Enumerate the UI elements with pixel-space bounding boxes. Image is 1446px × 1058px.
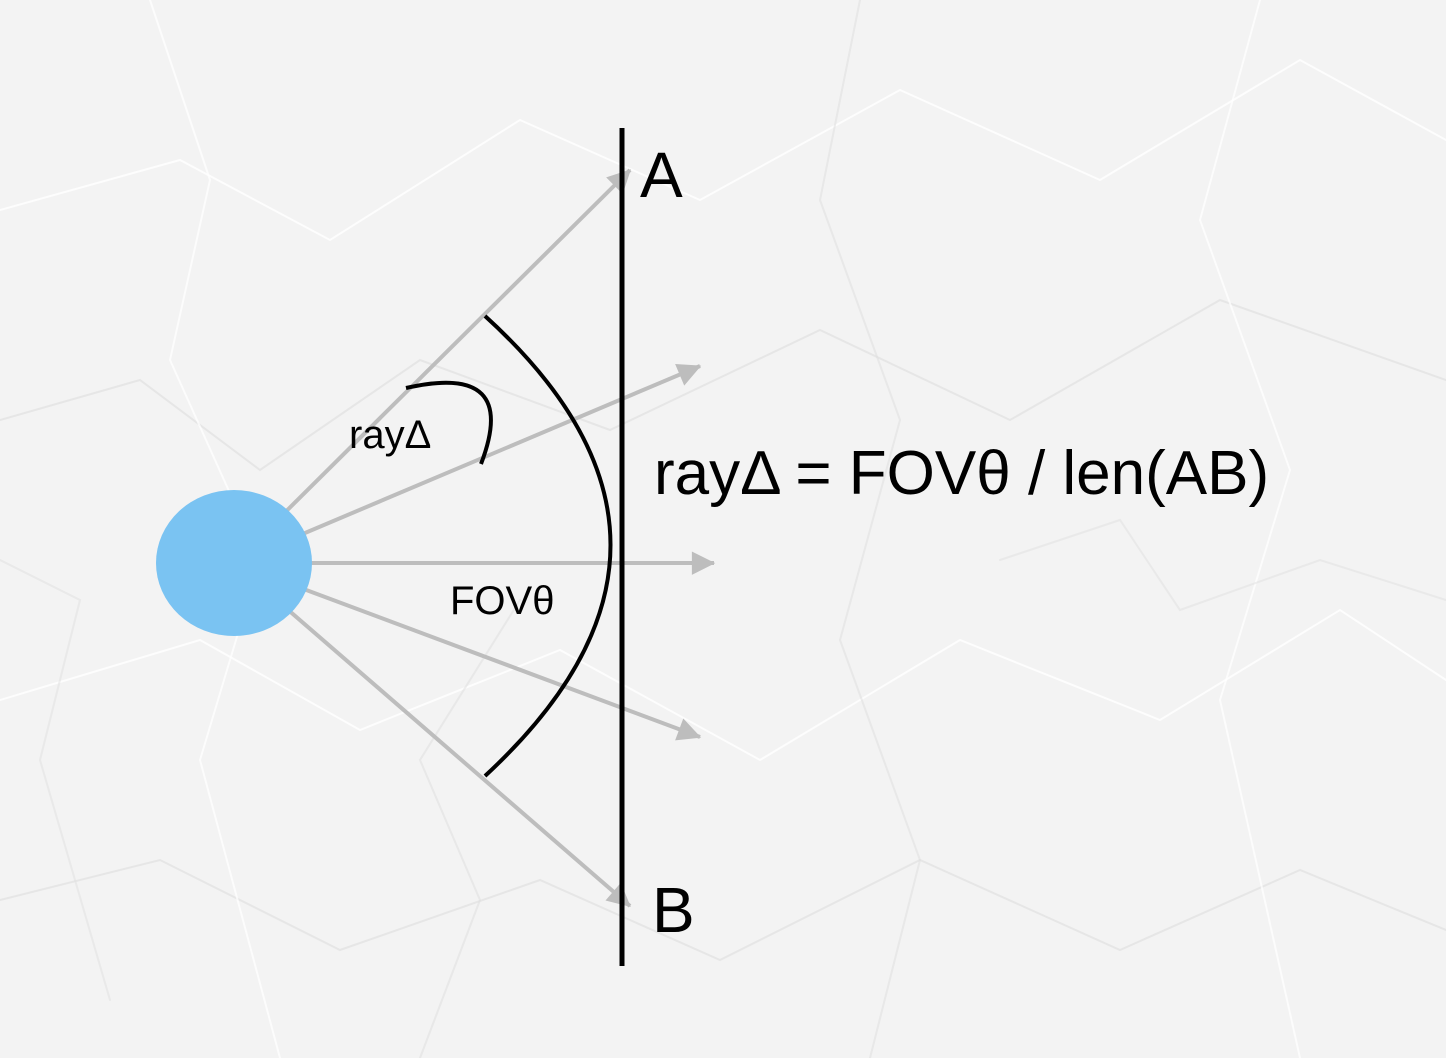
crease — [1198, 0, 1301, 1058]
crease — [0, 608, 1446, 762]
label-fov: FOVθ — [450, 579, 554, 623]
label-ray-delta: rayΔ — [349, 413, 431, 457]
crease — [418, 599, 521, 1058]
formula-text: rayΔ = FOVθ / len(AB) — [654, 439, 1269, 508]
fov-arc — [483, 314, 613, 778]
crease — [149, 0, 281, 1058]
crease — [999, 518, 1446, 612]
label-point-a: A — [640, 139, 683, 211]
ray-1 — [232, 168, 632, 565]
crease — [0, 858, 1446, 962]
label-point-b: B — [652, 874, 695, 946]
ray-5 — [232, 561, 632, 908]
viewer-circle — [156, 490, 312, 636]
crease — [0, 298, 1446, 472]
crease — [818, 0, 922, 1058]
crease — [0, 559, 111, 1001]
ray-delta-arc — [405, 380, 493, 465]
